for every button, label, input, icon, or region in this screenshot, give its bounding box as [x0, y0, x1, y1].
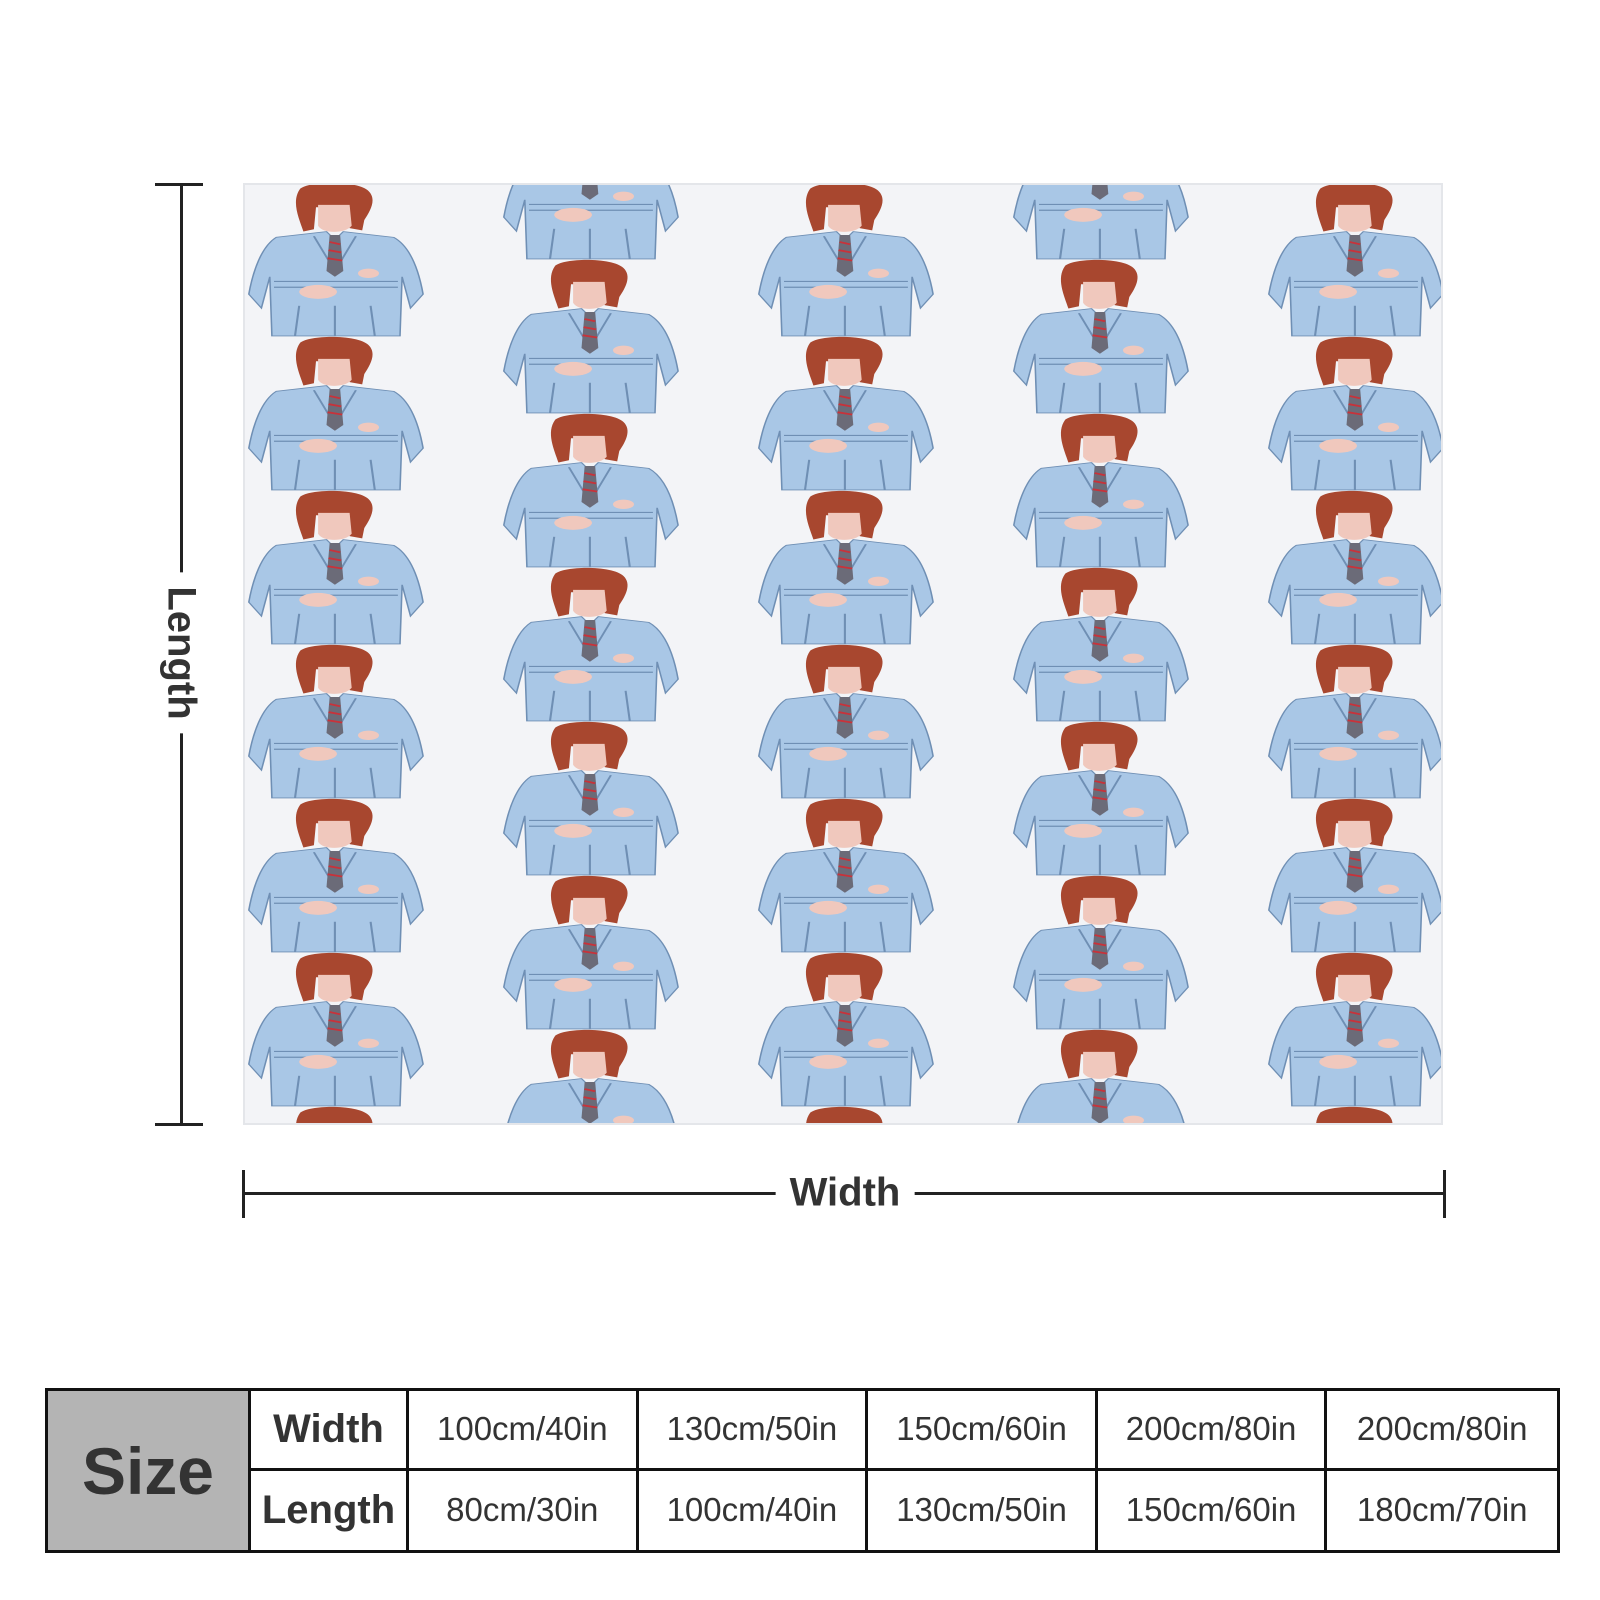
- figure-tile: [1012, 1028, 1190, 1123]
- figure-tile: [1267, 797, 1441, 954]
- length-row-label: Length: [251, 1470, 409, 1550]
- figure-tile: [502, 720, 680, 877]
- width-label: Width: [775, 1170, 915, 1216]
- figure-tile: [502, 566, 680, 723]
- length-cell: 180cm/70in: [1356, 1491, 1528, 1529]
- figure-tile: [757, 185, 935, 338]
- figure-tile: [1012, 185, 1190, 261]
- figure-tile: [1267, 1105, 1441, 1123]
- figure-tile: [757, 797, 935, 954]
- width-cell: 200cm/80in: [1097, 1391, 1328, 1471]
- width-cell: 200cm/80in: [1327, 1391, 1557, 1471]
- figure-tile: [1267, 185, 1441, 338]
- blanket-preview: .suit{fill:#a9c7e6;stroke:#6f8fb4;stroke…: [243, 183, 1443, 1125]
- figure-tile: [502, 1028, 680, 1123]
- figure-tile: [757, 1105, 935, 1123]
- figure-tile: [1267, 951, 1441, 1108]
- figure-tile: [1012, 566, 1190, 723]
- figure-pattern: .suit{fill:#a9c7e6;stroke:#6f8fb4;stroke…: [247, 185, 1441, 1123]
- figure-tile: [247, 643, 425, 800]
- length-cell: 150cm/60in: [1098, 1470, 1328, 1550]
- figure-tile: [1012, 412, 1190, 569]
- figure-tile: [757, 489, 935, 646]
- width-right-cap: [1443, 1170, 1446, 1218]
- figure-tile: [757, 643, 935, 800]
- figure-tile: [247, 951, 425, 1108]
- figure-tile: [247, 797, 425, 954]
- figure-tile: [247, 489, 425, 646]
- figure-tile: [1012, 874, 1190, 1031]
- length-cell: 100cm/40in: [639, 1470, 869, 1550]
- figure-tile: [1267, 335, 1441, 492]
- figure-tile: [247, 335, 425, 492]
- figure-tile: [1012, 720, 1190, 877]
- length-cell: 80cm/30in: [409, 1470, 639, 1550]
- width-cell: 100cm/40in: [409, 1391, 639, 1471]
- figure-tile: [502, 412, 680, 569]
- figure-tile: [757, 951, 935, 1108]
- width-cell: 130cm/50in: [638, 1391, 869, 1471]
- size-grid: Width 100cm/40in 130cm/50in 150cm/60in 2…: [251, 1391, 1557, 1550]
- figure-tile: [502, 874, 680, 1031]
- length-top-cap: [155, 183, 203, 186]
- length-bottom-cap: [155, 1123, 203, 1126]
- figure-tile: [757, 335, 935, 492]
- length-cell: 130cm/50in: [868, 1470, 1098, 1550]
- figure-tile: [1267, 489, 1441, 646]
- figure-tile: [247, 185, 425, 338]
- figure-tile: [502, 258, 680, 415]
- figure-tile: [1267, 643, 1441, 800]
- size-table: Size Width 100cm/40in 130cm/50in 150cm/6…: [45, 1388, 1560, 1553]
- length-label: Length: [158, 572, 204, 734]
- size-header: Size: [48, 1391, 251, 1550]
- figure-tile: [502, 185, 680, 261]
- width-cell: 150cm/60in: [868, 1391, 1098, 1471]
- width-row-label: Width: [251, 1391, 409, 1471]
- figure-tile: [247, 1105, 425, 1123]
- figure-tile: [1012, 258, 1190, 415]
